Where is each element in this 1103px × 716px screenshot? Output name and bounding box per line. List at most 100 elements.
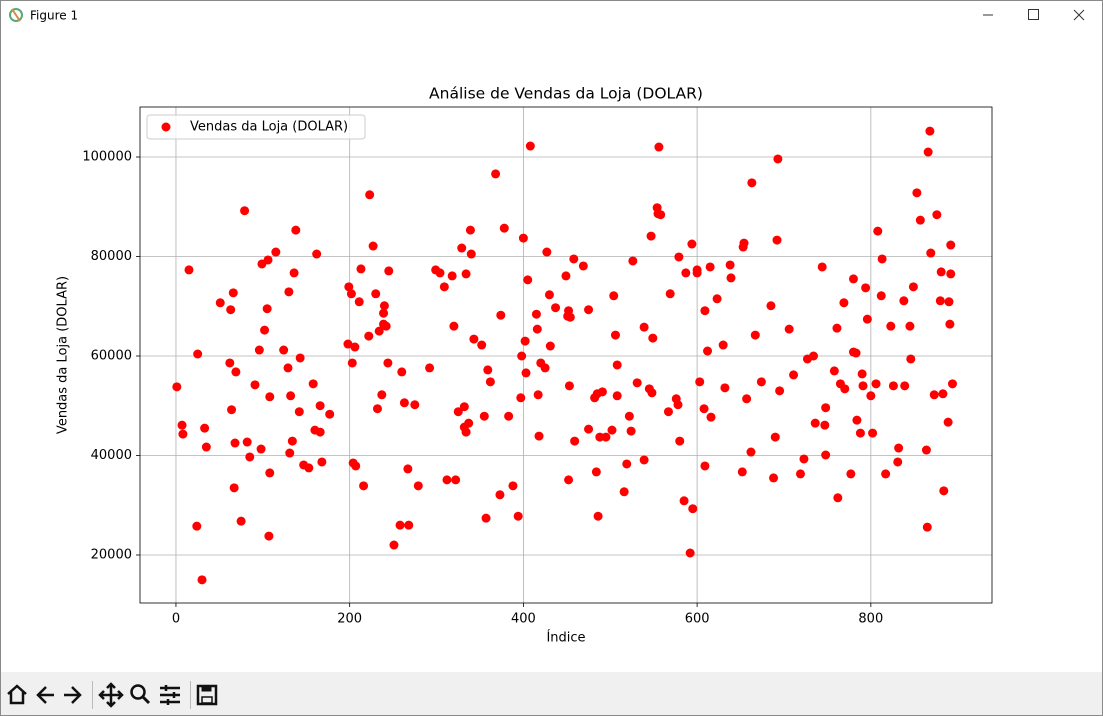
- back-button[interactable]: [36, 686, 54, 704]
- point: [646, 231, 656, 241]
- x-tick-label: 0: [172, 612, 180, 627]
- close-button[interactable]: [1073, 9, 1085, 21]
- point: [922, 522, 932, 532]
- point: [894, 443, 904, 453]
- point: [531, 309, 541, 319]
- point: [938, 389, 948, 399]
- point: [451, 475, 461, 485]
- point: [534, 431, 544, 441]
- title-bar: [1, 1, 1102, 30]
- point: [453, 407, 463, 417]
- point: [846, 469, 856, 479]
- point: [551, 303, 561, 313]
- point: [700, 306, 710, 316]
- point: [687, 239, 697, 249]
- point: [665, 289, 675, 299]
- point: [773, 154, 783, 164]
- toolbar: [1, 672, 1102, 715]
- point: [628, 256, 638, 266]
- point: [449, 321, 459, 331]
- point: [291, 225, 301, 235]
- save-button[interactable]: [196, 684, 218, 706]
- point: [254, 345, 264, 355]
- point: [840, 384, 850, 394]
- point: [921, 445, 931, 455]
- point: [491, 169, 501, 179]
- legend-marker: [161, 122, 171, 132]
- point: [240, 206, 250, 216]
- point: [356, 264, 366, 274]
- point: [868, 428, 878, 438]
- point: [647, 388, 657, 398]
- point: [178, 429, 188, 439]
- point: [912, 188, 922, 198]
- point: [852, 415, 862, 425]
- home-button[interactable]: [7, 684, 27, 705]
- pan-button[interactable]: [98, 682, 124, 708]
- point: [256, 444, 266, 454]
- legend-box: [146, 114, 366, 140]
- point: [688, 504, 698, 514]
- point: [228, 288, 238, 298]
- point: [383, 358, 393, 368]
- point: [862, 314, 872, 324]
- point: [304, 463, 314, 473]
- point: [231, 367, 241, 377]
- point: [226, 305, 236, 315]
- configure-button[interactable]: [160, 685, 180, 705]
- point: [681, 268, 691, 278]
- point: [570, 436, 580, 446]
- y-axis-label: Vendas da Loja (DOLAR): [56, 276, 71, 434]
- point: [939, 486, 949, 496]
- point: [508, 481, 518, 491]
- point: [227, 405, 237, 415]
- point: [756, 377, 766, 387]
- point: [285, 448, 295, 458]
- point: [404, 520, 414, 530]
- point: [926, 248, 936, 258]
- point: [325, 409, 335, 419]
- point: [746, 447, 756, 457]
- point: [271, 247, 281, 257]
- point: [425, 363, 435, 373]
- point: [725, 260, 735, 270]
- point: [820, 420, 830, 430]
- point: [705, 262, 715, 272]
- point: [193, 349, 203, 359]
- point: [477, 340, 487, 350]
- x-tick-label: 200: [337, 612, 362, 627]
- forward-button[interactable]: [64, 686, 82, 704]
- point: [561, 271, 571, 281]
- point: [461, 427, 471, 437]
- point: [578, 261, 588, 271]
- point: [262, 304, 272, 314]
- point: [192, 521, 202, 531]
- point: [459, 402, 469, 412]
- point: [915, 215, 925, 225]
- point: [726, 273, 736, 283]
- point: [377, 390, 387, 400]
- point: [601, 432, 611, 442]
- point: [499, 223, 509, 233]
- point: [866, 391, 876, 401]
- plot: 0 200 400 600 800 20000 40000 60000 80000 100000 A…: [56, 85, 993, 646]
- maximize-button[interactable]: [1028, 9, 1039, 20]
- point: [739, 238, 749, 248]
- point: [403, 464, 413, 474]
- point: [799, 454, 809, 464]
- point: [905, 321, 915, 331]
- zoom-button[interactable]: [130, 684, 151, 705]
- point: [410, 400, 420, 410]
- point: [315, 401, 325, 411]
- point: [789, 370, 799, 380]
- point: [876, 291, 886, 301]
- point: [379, 308, 389, 318]
- point: [584, 424, 594, 434]
- point: [936, 267, 946, 277]
- point: [532, 324, 542, 334]
- point: [397, 367, 407, 377]
- point: [533, 390, 543, 400]
- point: [465, 225, 475, 235]
- point: [712, 294, 722, 304]
- point: [848, 274, 858, 284]
